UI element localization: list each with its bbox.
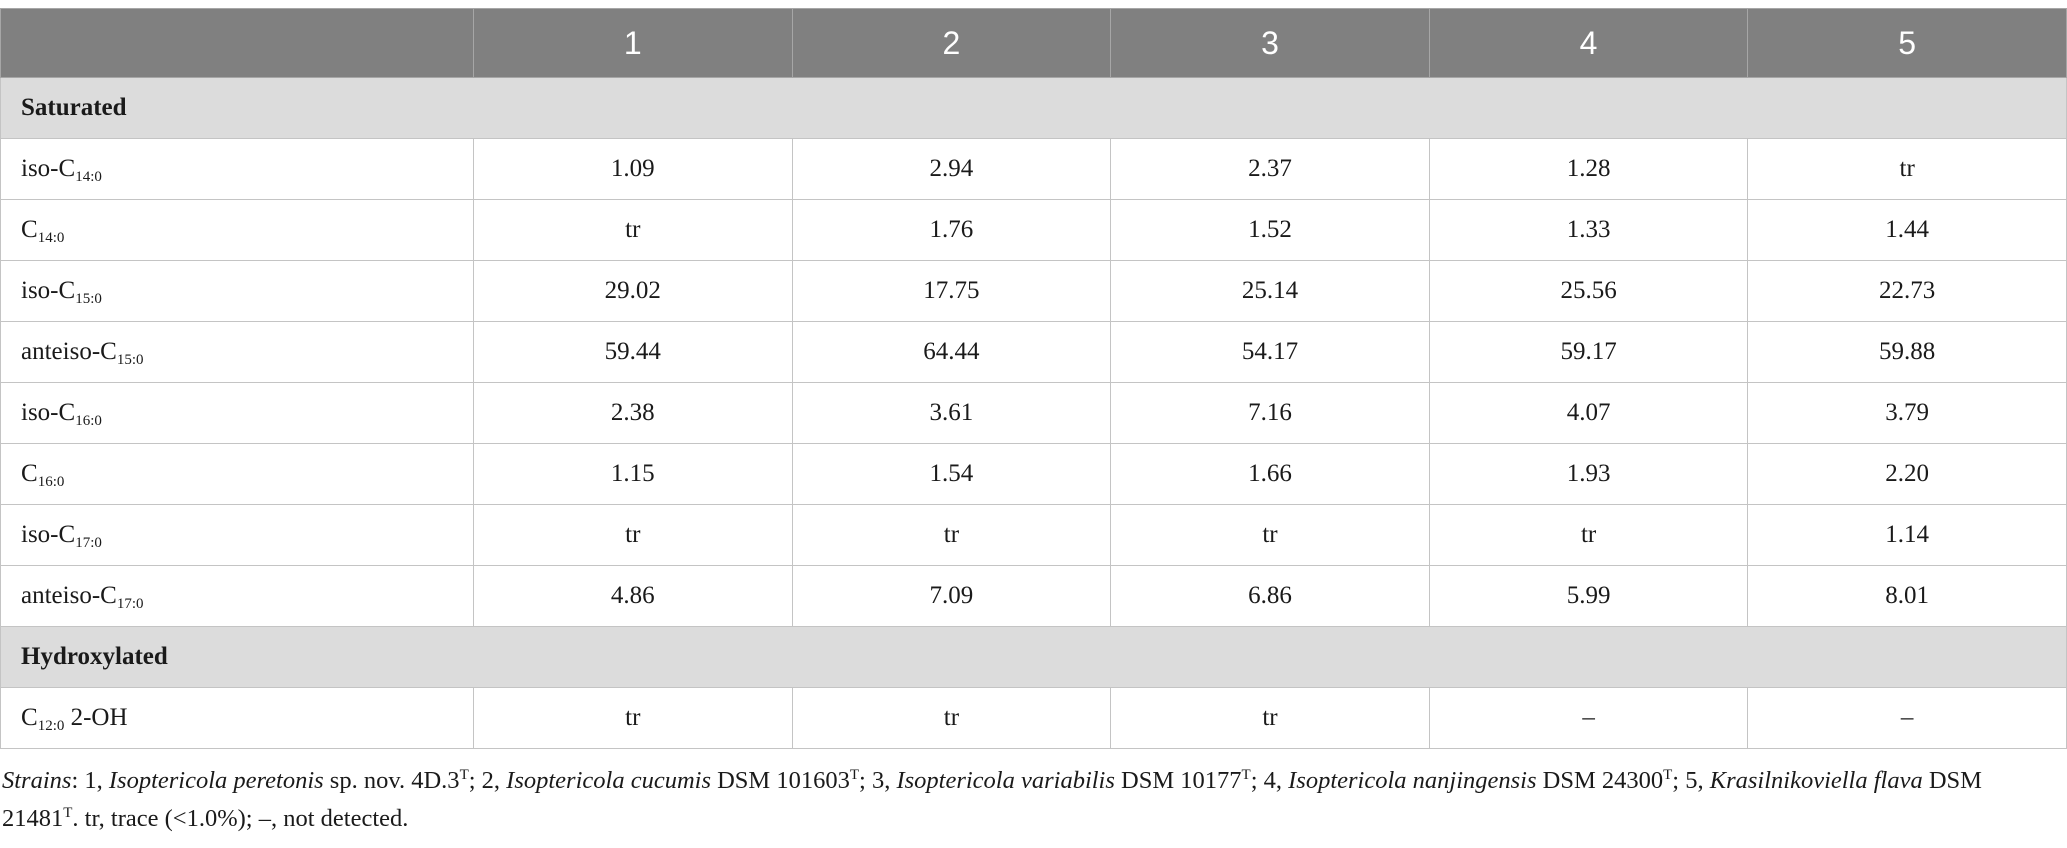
value-cell: tr [473,687,793,749]
value-cell: 1.52 [1110,199,1430,261]
section-header-row: Saturated [0,77,2067,139]
value-cell: 29.02 [473,260,793,322]
fatty-acid-name: iso-C16:0 [0,382,474,444]
table-row: iso-C16:0 2.38 3.61 7.16 4.07 3.79 [0,382,2067,444]
value-cell: 1.33 [1428,199,1749,261]
header-column: 4 [1428,8,1749,78]
table-row: iso-C17:0 tr tr tr tr 1.14 [0,504,2067,566]
fatty-acid-name: C16:0 [0,443,474,505]
value-cell: 2.94 [791,138,1112,200]
value-cell: 8.01 [1747,565,2067,627]
table-body: Saturated iso-C14:0 1.09 2.94 2.37 1.28 tr C14:… [0,77,2067,749]
value-cell: – [1428,687,1749,749]
header-column: 5 [1747,8,2067,78]
value-cell: 1.15 [473,443,793,505]
value-cell: 3.61 [791,382,1112,444]
value-cell: 59.17 [1428,321,1749,383]
fatty-acid-name: iso-C17:0 [0,504,474,566]
section-header-row: Hydroxylated [0,626,2067,688]
table-row: C12:0 2-OH tr tr tr – – [0,687,2067,749]
value-cell: 59.44 [473,321,793,383]
header-column: 2 [791,8,1112,78]
value-cell: tr [473,199,793,261]
value-cell: 1.09 [473,138,793,200]
value-cell: 17.75 [791,260,1112,322]
fatty-acid-name: iso-C14:0 [0,138,474,200]
table-footnote: Strains: 1, Isoptericola peretonis sp. n… [2,767,1982,832]
value-cell: tr [1110,504,1430,566]
value-cell: 2.20 [1747,443,2067,505]
value-cell: tr [473,504,793,566]
value-cell: 64.44 [791,321,1112,383]
value-cell: 3.79 [1747,382,2067,444]
table-row: anteiso-C17:0 4.86 7.09 6.86 5.99 8.01 [0,565,2067,627]
table-row: iso-C14:0 1.09 2.94 2.37 1.28 tr [0,138,2067,200]
header-column: 3 [1110,8,1430,78]
fatty-acid-name: C14:0 [0,199,474,261]
section-title: Saturated [0,77,2067,139]
value-cell: 1.54 [791,443,1112,505]
value-cell: 22.73 [1747,260,2067,322]
value-cell: 25.14 [1110,260,1430,322]
table-row: C14:0 tr 1.76 1.52 1.33 1.44 [0,199,2067,261]
value-cell: 2.37 [1110,138,1430,200]
table-row: iso-C15:0 29.02 17.75 25.14 25.56 22.73 [0,260,2067,322]
value-cell: 25.56 [1428,260,1749,322]
value-cell: 1.28 [1428,138,1749,200]
fatty-acid-name: iso-C15:0 [0,260,474,322]
header-corner [0,8,474,78]
value-cell: tr [1428,504,1749,566]
value-cell: 6.86 [1110,565,1430,627]
table-row: anteiso-C15:0 59.44 64.44 54.17 59.17 59.88 [0,321,2067,383]
value-cell: 1.66 [1110,443,1430,505]
section-title: Hydroxylated [0,626,2067,688]
value-cell: 1.44 [1747,199,2067,261]
value-cell: – [1747,687,2067,749]
value-cell: tr [791,687,1112,749]
fatty-acid-name: anteiso-C15:0 [0,321,474,383]
value-cell: 5.99 [1428,565,1749,627]
value-cell: tr [1747,138,2067,200]
value-cell: 1.93 [1428,443,1749,505]
value-cell: 2.38 [473,382,793,444]
value-cell: 1.14 [1747,504,2067,566]
value-cell: 1.76 [791,199,1112,261]
table-row: C16:0 1.15 1.54 1.66 1.93 2.20 [0,443,2067,505]
header-row: 1 2 3 4 5 [0,8,2067,78]
value-cell: 7.16 [1110,382,1430,444]
value-cell: 54.17 [1110,321,1430,383]
value-cell: 4.86 [473,565,793,627]
header-column: 1 [473,8,793,78]
value-cell: tr [1110,687,1430,749]
value-cell: 4.07 [1428,382,1749,444]
value-cell: 7.09 [791,565,1112,627]
fatty-acid-table: 1 2 3 4 5 Saturated iso-C14:0 1.09 2.94 2.37… [0,8,2067,749]
value-cell: 59.88 [1747,321,2067,383]
value-cell: tr [791,504,1112,566]
fatty-acid-name: anteiso-C17:0 [0,565,474,627]
fatty-acid-name: C12:0 2-OH [0,687,474,749]
